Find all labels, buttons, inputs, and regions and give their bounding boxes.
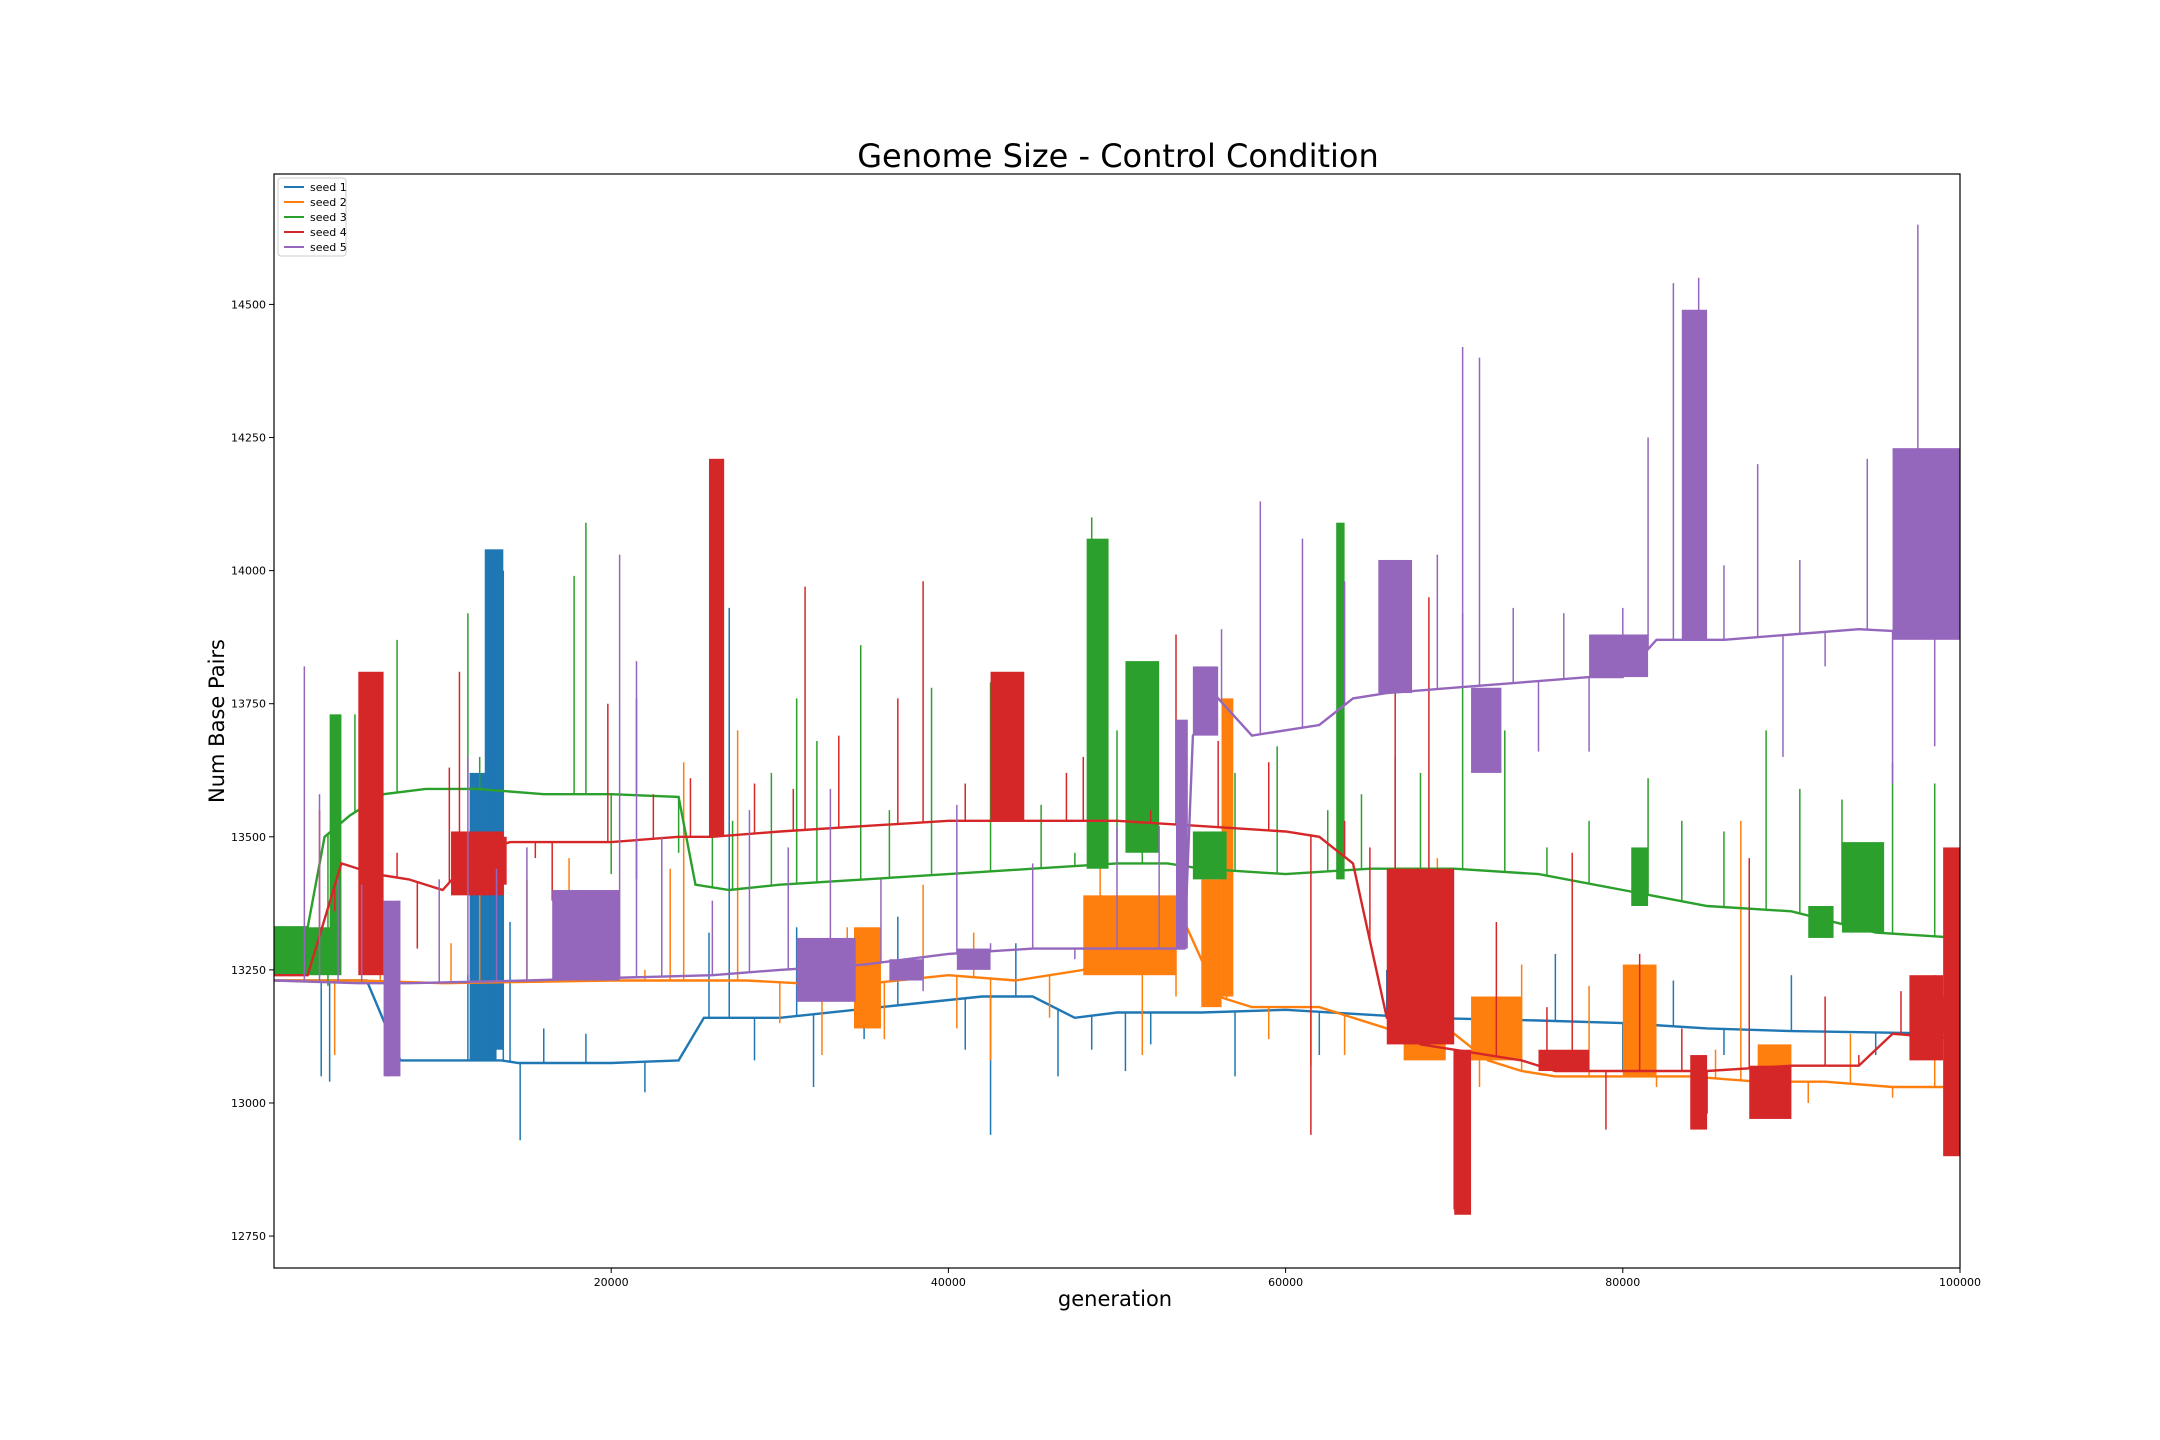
x-axis-label: generation	[1058, 1287, 1172, 1311]
series-seed-2	[274, 698, 1960, 1103]
series-block	[1589, 634, 1649, 678]
plot-area	[273, 224, 1961, 1215]
series-block	[1386, 868, 1455, 1045]
series-block	[1631, 847, 1649, 906]
series-block	[1471, 687, 1502, 773]
series-block	[1176, 719, 1188, 949]
series-block	[484, 549, 504, 1050]
y-tick-label: 13750	[231, 698, 266, 711]
series-seed-5	[273, 224, 1961, 1077]
series-block	[1192, 831, 1227, 880]
x-tick-label: 20000	[594, 1276, 629, 1289]
series-block	[329, 714, 342, 933]
legend-entry: seed 5	[310, 241, 347, 254]
legend: seed 1 seed 2 seed 3 seed 4 seed 5	[277, 177, 347, 257]
legend-entry: seed 2	[310, 196, 347, 209]
series-block	[1336, 522, 1345, 880]
series-seed-3	[274, 517, 1961, 986]
series-block	[274, 927, 342, 976]
plot-frame	[273, 173, 1961, 1269]
y-tick-label: 14500	[231, 298, 266, 311]
x-tick-label: 100000	[1939, 1276, 1981, 1289]
x-tick-label: 40000	[931, 1276, 966, 1289]
series-block	[1749, 1065, 1792, 1119]
series-block	[1841, 842, 1885, 933]
series-block	[1681, 309, 1708, 640]
series-block	[358, 671, 384, 976]
chart-title: Genome Size - Control Condition	[857, 137, 1379, 175]
y-tick-label: 13250	[231, 964, 266, 977]
series-block	[1454, 1049, 1472, 1215]
y-axis: 12750 13000 13250 13500 13750 14000 14250 14500	[231, 298, 274, 1243]
legend-box	[277, 177, 347, 257]
series-block	[552, 890, 620, 981]
x-tick-label: 80000	[1605, 1276, 1640, 1289]
series-block	[1943, 847, 1960, 1157]
x-axis: 20000 40000 60000 80000 100000	[594, 1268, 1981, 1289]
series-block	[889, 959, 924, 981]
legend-entry: seed 1	[310, 181, 347, 194]
series-line	[273, 627, 1961, 985]
series-block	[990, 671, 1025, 821]
series-block	[708, 458, 725, 837]
series-line	[274, 787, 1961, 940]
series-block	[1538, 1049, 1590, 1072]
series-block	[1192, 666, 1219, 736]
y-axis-label: Num Base Pairs	[205, 639, 229, 803]
legend-entry: seed 4	[310, 226, 347, 239]
series-block	[853, 927, 881, 1029]
series-block	[1083, 895, 1177, 976]
y-tick-label: 13000	[231, 1097, 266, 1110]
series-block	[1690, 1055, 1708, 1130]
series-block	[1221, 698, 1234, 997]
y-tick-label: 14250	[231, 432, 266, 445]
series-line	[274, 979, 1961, 1065]
y-tick-label: 13500	[231, 831, 266, 844]
series-block	[1892, 448, 1960, 640]
y-tick-label: 14000	[231, 565, 266, 578]
y-tick-label: 12750	[231, 1230, 266, 1243]
series-line	[274, 920, 1960, 1089]
legend-entry: seed 3	[310, 211, 347, 224]
x-tick-label: 60000	[1268, 1276, 1303, 1289]
series-block	[383, 900, 401, 1077]
series-block	[1909, 975, 1944, 1061]
series-line	[274, 819, 1961, 1073]
series-block	[1086, 538, 1109, 869]
series-block	[1201, 879, 1222, 1008]
series-block	[796, 937, 856, 1002]
